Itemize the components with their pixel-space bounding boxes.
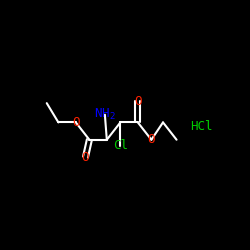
Text: O: O [82, 150, 89, 164]
Text: O: O [134, 95, 141, 108]
Text: Cl: Cl [113, 139, 128, 152]
Text: O: O [72, 116, 80, 129]
Text: NH$_2$: NH$_2$ [94, 107, 116, 122]
Text: HCl: HCl [190, 120, 213, 133]
Text: O: O [148, 133, 155, 146]
